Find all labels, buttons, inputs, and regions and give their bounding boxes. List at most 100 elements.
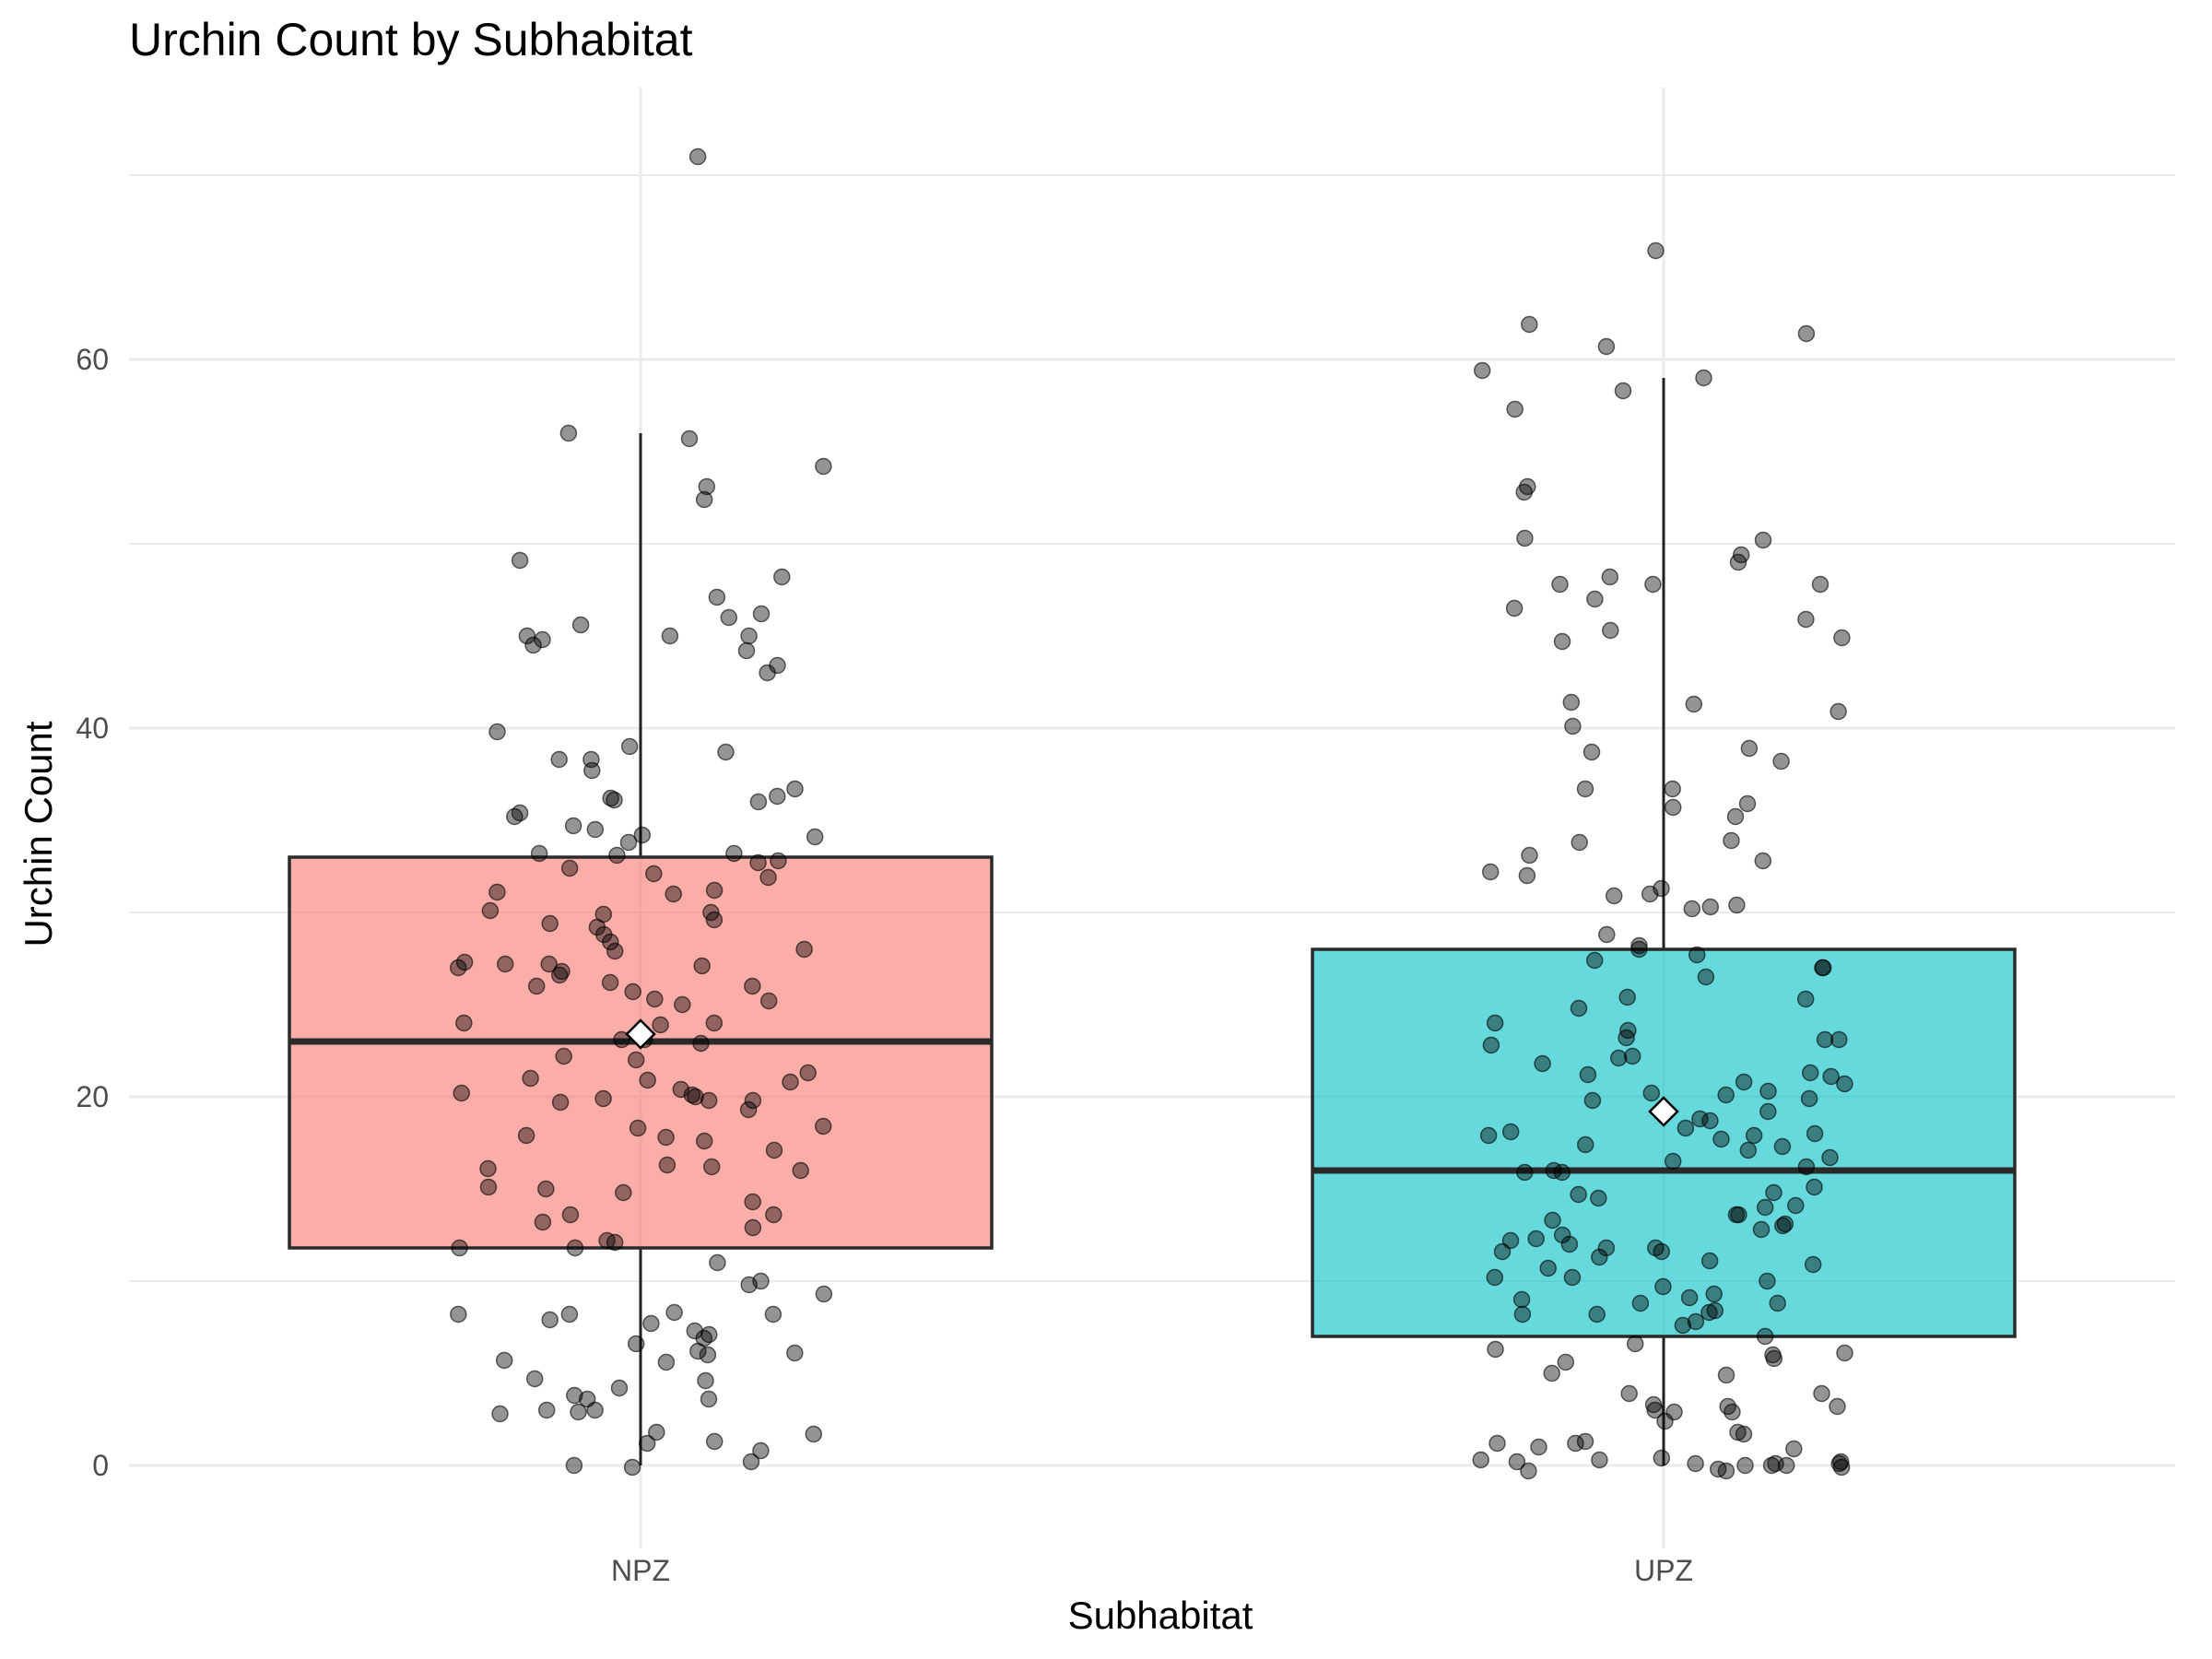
data-point-upz [1493,1242,1512,1261]
data-point-upz [1557,1353,1575,1371]
data-point-npz [601,973,619,992]
data-point-upz [1804,1255,1822,1274]
data-point-upz [1539,1259,1557,1277]
data-point-npz [602,933,619,951]
data-point-upz [1814,959,1831,977]
data-point-upz [1598,925,1616,944]
data-point-npz [627,1051,645,1069]
data-point-upz [1579,1065,1597,1084]
y-tick-label: 40 [76,712,109,745]
data-point-npz [786,780,804,798]
data-point-upz [1797,1158,1816,1176]
data-point-upz [1705,1285,1723,1303]
data-point-npz [815,457,832,476]
data-point-npz [550,966,569,984]
data-point-npz [665,885,682,903]
mean-markers [625,1018,1679,1127]
data-point-upz [1641,885,1659,903]
data-point-npz [717,743,735,761]
data-point-upz [1623,1047,1641,1065]
data-point-upz [1605,887,1623,905]
data-point-upz [1591,1451,1608,1469]
data-point-npz [606,942,624,960]
data-point-npz [705,911,724,929]
y-tick-label: 20 [76,1080,109,1113]
x-axis-ticks: NPZ UPZ [611,1554,1693,1587]
data-point-npz [627,1335,645,1353]
data-point-npz [688,147,707,166]
data-point-upz [1697,968,1715,986]
data-point-npz [537,1401,556,1419]
data-point-npz [586,1401,604,1419]
data-point-npz [613,1030,630,1049]
data-point-upz [1646,1401,1664,1419]
data-point-npz [720,608,738,627]
data-point-npz [799,1064,817,1082]
data-point-npz [693,957,711,975]
data-point-npz [623,1458,641,1477]
data-point-upz [1618,1029,1635,1047]
data-point-npz [534,630,551,649]
data-point-upz [1774,1217,1792,1235]
data-point-upz [1728,896,1746,914]
data-point-npz [646,990,664,1008]
data-point-upz [1486,1268,1504,1287]
data-point-upz [1506,400,1524,418]
data-point-upz [1630,940,1648,959]
data-point-npz [764,1305,782,1324]
data-point-npz [765,1206,782,1224]
data-point-upz [1674,1316,1692,1335]
data-point-npz [680,429,699,448]
data-point-npz [705,1432,724,1451]
box-upz [1311,378,2017,1465]
data-point-npz [709,1253,726,1272]
data-point-npz [698,477,716,496]
data-point-upz [1479,1126,1498,1145]
data-point-npz [566,1239,584,1257]
data-point-npz [511,551,529,570]
data-point-upz [1677,1119,1695,1137]
box-series [288,378,2017,1465]
data-point-upz [1515,483,1533,501]
data-point-npz [648,1423,665,1441]
data-point-npz [657,1128,675,1147]
box-body [1311,947,2017,1338]
data-point-upz [1806,1178,1823,1196]
data-point-upz [1601,568,1619,586]
data-point-upz [1590,1189,1607,1207]
data-point-upz [1730,1206,1747,1224]
data-point-upz [1776,1215,1794,1233]
data-point-upz [1571,833,1588,852]
data-point-upz [1717,1366,1735,1384]
data-point-upz [1813,1384,1830,1403]
data-point-npz [495,1351,513,1370]
data-point-upz [1735,1425,1753,1443]
data-point-npz [639,1071,656,1089]
data-point-upz [1527,1230,1545,1248]
data-point-upz [1516,1163,1534,1182]
data-point-upz [1631,1294,1650,1312]
data-point-npz [661,627,679,645]
data-point-npz [561,1206,580,1224]
data-point-npz [620,737,639,756]
data-point-upz [1508,1453,1526,1471]
data-point-npz [453,1084,470,1102]
data-point-npz [705,881,724,900]
data-point-npz [583,761,601,780]
data-point-npz [491,1405,509,1423]
y-axis-ticks: 0 20 40 60 [76,343,109,1482]
data-point-upz [1664,780,1681,798]
data-point-upz [1700,1252,1719,1270]
data-point-upz [1653,1242,1671,1261]
data-point-upz [1618,988,1636,1006]
data-point-upz [1472,1451,1489,1469]
data-point-upz [1520,1462,1537,1480]
data-point-upz [1609,1049,1628,1067]
data-point-upz [1644,575,1662,594]
data-point-npz [692,1034,710,1053]
data-point-upz [1772,752,1790,771]
data-point-upz [1620,1384,1638,1403]
data-point-npz [769,787,786,806]
data-point-npz [806,828,824,846]
